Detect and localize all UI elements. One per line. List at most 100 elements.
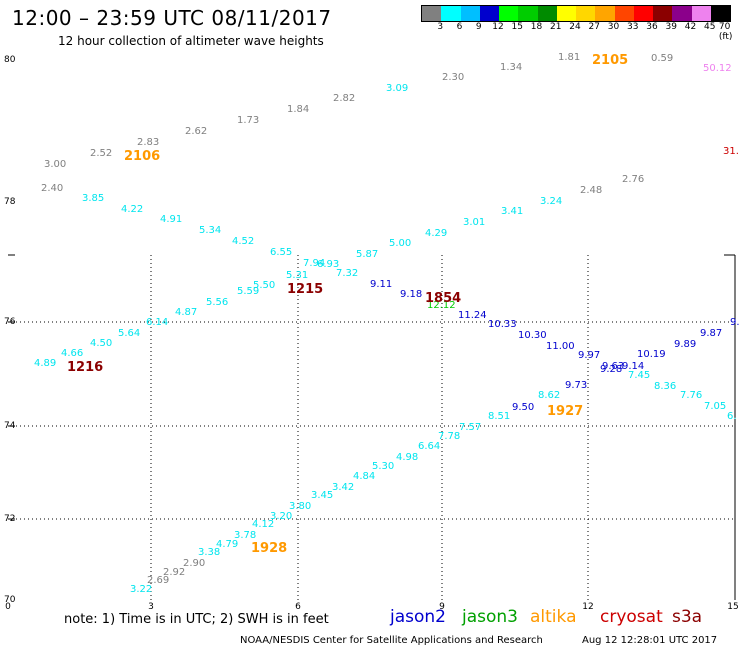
color-scale-label: 9 <box>475 22 482 32</box>
wave-height-value: 9.11 <box>370 279 392 290</box>
color-swatch <box>576 6 596 21</box>
wave-height-value: 1.73 <box>237 115 259 126</box>
wave-height-value: 7.05 <box>704 401 726 412</box>
color-swatch <box>518 6 538 21</box>
wave-height-value: 9.89 <box>674 339 696 350</box>
wave-height-color-scale <box>421 5 731 22</box>
color-swatch <box>633 6 653 21</box>
wave-height-value: 7.32 <box>336 268 358 279</box>
color-swatch <box>672 6 692 21</box>
grid-lines <box>8 255 735 600</box>
pass-time-label: 1216 <box>67 360 103 375</box>
map-subtitle: 12 hour collection of altimeter wave hei… <box>58 34 324 48</box>
wave-height-value: 4.12 <box>252 519 274 530</box>
wave-height-value: 7.57 <box>459 422 481 433</box>
wave-height-value: 10.33 <box>488 319 517 330</box>
wave-height-value: 5.87 <box>356 249 378 260</box>
wave-height-value: 9.97 <box>578 350 600 361</box>
wave-height-value: 10.30 <box>518 330 547 341</box>
color-scale-labels: 3 6 9 12 15 18 21 24 27 30 33 36 39 42 45 70 (ft) <box>421 22 740 42</box>
wave-height-value: 5.64 <box>118 328 140 339</box>
color-scale-label: 18 <box>530 22 543 32</box>
wave-height-value: 0.59 <box>651 53 673 64</box>
wave-height-value: 3.01 <box>463 217 485 228</box>
wave-height-value: 4.98 <box>396 452 418 463</box>
latitude-tick: 70 <box>4 595 16 605</box>
wave-height-value: 8.36 <box>654 381 676 392</box>
wave-height-value: 4.50 <box>90 338 112 349</box>
wave-height-value: 11.24 <box>458 310 487 321</box>
pass-time-labels: 2106 2105 1215 1854 1216 1927 1928 <box>67 53 628 556</box>
color-scale-label: 15 <box>511 22 523 32</box>
latitude-tick: 72 <box>4 514 15 524</box>
longitude-tick: 9 <box>439 602 445 612</box>
color-swatch <box>441 6 461 21</box>
pass-time-label: 1215 <box>287 282 323 297</box>
wave-height-value: 5.31 <box>286 270 308 281</box>
map-title: 12:00 – 23:59 UTC 08/11/2017 <box>12 6 332 30</box>
wave-height-value: 9. <box>730 317 740 328</box>
wave-height-value: 6.64 <box>418 441 440 452</box>
wave-height-value: 2.40 <box>41 183 63 194</box>
wave-height-value: 3.45 <box>311 490 333 501</box>
wave-height-value: 6.14 <box>146 317 168 328</box>
pass-time-label: 1927 <box>547 404 583 419</box>
satellite-legend-s3a: s3a <box>672 607 703 627</box>
wave-height-value: 2.82 <box>333 93 355 104</box>
longitude-tick-labels: 0 3 6 9 12 15 <box>5 602 739 612</box>
wave-height-value: 4.66 <box>61 348 83 359</box>
color-swatch <box>691 6 711 21</box>
latitude-tick: 80 <box>4 55 16 65</box>
wave-height-value: 4.52 <box>232 236 254 247</box>
wave-height-value: 12.12 <box>427 300 456 311</box>
color-swatch <box>537 6 557 21</box>
wave-height-labels: 3.00 2.52 2.83 2.62 1.73 1.84 2.82 2.30 1.34 1.81… <box>34 52 740 595</box>
satellite-legend-altika: altika <box>530 607 577 627</box>
pass-time-label: 2105 <box>592 53 628 68</box>
latitude-tick: 74 <box>4 421 16 431</box>
color-swatch <box>710 6 730 21</box>
color-swatch <box>595 6 615 21</box>
pass-time-label: 1854 <box>425 291 461 306</box>
wave-height-value: 6. <box>727 411 737 422</box>
wave-height-value: 4.79 <box>216 539 238 550</box>
wave-height-value: 50.12 <box>703 63 732 74</box>
wave-height-value: 5.56 <box>206 297 228 308</box>
wave-height-value: 1.81 <box>558 52 580 63</box>
wave-height-value: 1.34 <box>500 62 522 73</box>
wave-height-value: 7.76 <box>680 390 702 401</box>
wave-height-value: 9.87 <box>700 328 722 339</box>
generation-timestamp: Aug 12 12:28:01 UTC 2017 <box>582 635 718 646</box>
latitude-tick: 78 <box>4 197 16 207</box>
color-scale-label: 39 <box>665 22 677 32</box>
wave-height-value: 4.91 <box>160 214 182 225</box>
longitude-tick: 3 <box>148 602 154 612</box>
wave-height-value: 4.22 <box>121 204 143 215</box>
color-scale-label: 6 <box>456 22 463 32</box>
color-swatch <box>460 6 480 21</box>
color-scale-label: 33 <box>627 22 639 32</box>
wave-height-value: 2.52 <box>90 148 112 159</box>
wave-height-value: 3.41 <box>501 206 523 217</box>
wave-height-value: 9.63 <box>602 361 624 372</box>
wave-height-value: 11.00 <box>546 341 575 352</box>
wave-height-value: 3.24 <box>540 196 562 207</box>
footnote: note: 1) Time is in UTC; 2) SWH is in fe… <box>64 612 329 627</box>
wave-height-value: 4.84 <box>353 471 375 482</box>
wave-height-value: 7.78 <box>438 431 460 442</box>
wave-height-value: 5.34 <box>199 225 221 236</box>
wave-height-value: 2.48 <box>580 185 602 196</box>
wave-height-value: 9.28 <box>600 364 622 375</box>
pass-time-label: 2106 <box>124 149 160 164</box>
wave-height-value: 8.62 <box>538 390 560 401</box>
pass-time-label: 1928 <box>251 541 287 556</box>
wave-height-value: 3.20 <box>270 511 292 522</box>
wave-height-value: 4.89 <box>34 358 56 369</box>
color-scale-label: 36 <box>646 22 658 32</box>
wave-height-value: 3.38 <box>198 547 220 558</box>
wave-height-value: 4.29 <box>425 228 447 239</box>
wave-height-value: 7.45 <box>628 370 650 381</box>
color-scale-label: 12 <box>492 22 504 32</box>
wave-height-value: 31. <box>723 146 739 157</box>
wave-height-value: 1.84 <box>287 104 309 115</box>
